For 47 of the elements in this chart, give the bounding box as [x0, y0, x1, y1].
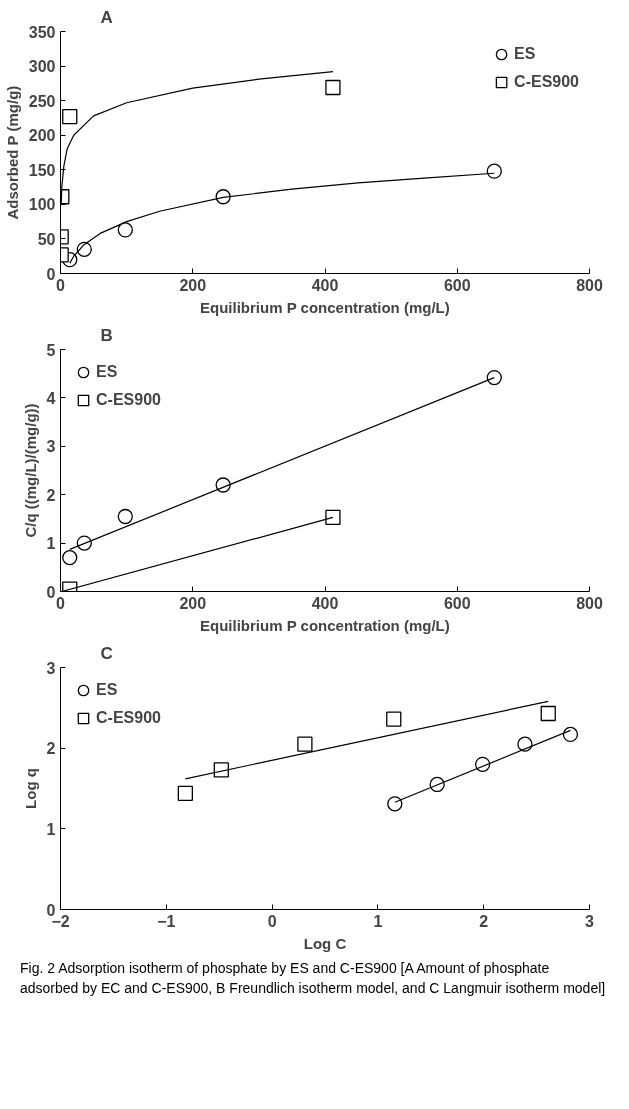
y-tick-label: 150	[28, 161, 56, 179]
x-tick-label: 2	[479, 912, 489, 930]
legend-label: ES	[96, 363, 118, 381]
legend-label: C-ES900	[514, 73, 579, 91]
x-tick-label: 1	[373, 912, 383, 930]
x-tick-label: 200	[179, 276, 207, 294]
chart-title: B	[100, 325, 113, 345]
y-tick-label: 0	[46, 265, 56, 283]
y-tick-label: 4	[46, 389, 56, 407]
x-tick-label: −1	[157, 912, 176, 930]
x-tick-label: 3	[585, 912, 595, 930]
y-tick-label: 2	[46, 486, 56, 504]
legend-label: C-ES900	[96, 391, 161, 409]
x-tick-label: 0	[267, 912, 277, 930]
y-tick-label: 200	[28, 127, 56, 145]
chart-title: C	[100, 643, 113, 663]
x-tick-label: 800	[576, 594, 603, 612]
x-axis-title: Log C	[303, 934, 347, 952]
x-tick-label: 800	[576, 276, 603, 294]
legend-label: C-ES900	[96, 709, 161, 727]
x-axis-title: Equilibrium P concentration (mg/L)	[200, 616, 450, 634]
y-tick-label: 3	[46, 438, 56, 456]
y-tick-label: 2	[46, 740, 56, 758]
y-tick-label: 300	[28, 58, 56, 76]
y-tick-label: 0	[46, 901, 56, 919]
caption: Fig. 2 Adsorption isotherm of phosphate by ES and C-ES900 [A Amount of phosphate adsorbed by EC and C-ES900, B Freundlich isotherm model, and C Langmuir isotherm model]	[20, 959, 607, 998]
x-tick-label: 200	[179, 594, 207, 612]
y-tick-label: 1	[46, 820, 56, 838]
x-tick-label: 400	[311, 594, 339, 612]
x-tick-label: 600	[443, 276, 471, 294]
y-tick-label: 100	[28, 196, 56, 214]
y-tick-label: 50	[37, 230, 56, 248]
y-axis-title: Log q	[21, 768, 39, 809]
y-tick-label: 250	[28, 92, 56, 110]
x-tick-label: 600	[443, 594, 471, 612]
y-tick-label: 1	[46, 535, 56, 553]
y-axis-title: Adsorbed P (mg/g)	[3, 85, 21, 220]
x-tick-label: 400	[311, 276, 339, 294]
y-axis-title: C/q ((mg/L)/(mg/g))	[21, 403, 39, 538]
y-tick-label: 350	[28, 23, 56, 41]
x-axis-title: Equilibrium P concentration (mg/L)	[200, 298, 450, 316]
chart-title: A	[100, 7, 113, 27]
y-tick-label: 3	[46, 659, 56, 677]
y-tick-label: 5	[46, 341, 56, 359]
legend-label: ES	[514, 45, 536, 63]
legend-label: ES	[96, 681, 118, 699]
y-tick-label: 0	[46, 583, 56, 601]
